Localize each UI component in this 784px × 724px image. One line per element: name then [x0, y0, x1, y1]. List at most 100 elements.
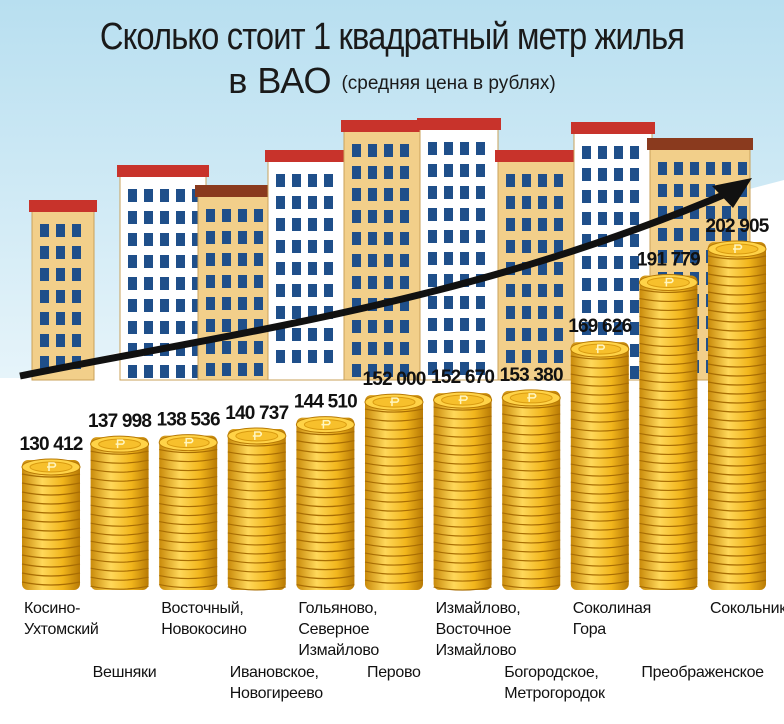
window: [400, 254, 409, 267]
window: [352, 144, 361, 157]
coin-stack: [433, 391, 493, 591]
window: [554, 196, 563, 209]
window: [160, 277, 169, 290]
coin-edge: [21, 572, 81, 577]
ruble-sign: [321, 419, 331, 429]
coin-edge: [227, 478, 286, 483]
window: [324, 262, 333, 275]
window: [460, 318, 469, 331]
window: [554, 328, 563, 341]
window: [384, 232, 393, 245]
window: [308, 350, 317, 363]
coin-edge: [502, 476, 561, 481]
window: [476, 164, 485, 177]
coin-edge: [639, 405, 698, 411]
coin-edge: [21, 581, 81, 586]
coin-edge: [639, 477, 698, 483]
window: [206, 231, 215, 244]
window: [658, 228, 667, 241]
window: [460, 340, 469, 353]
category-label: Сокольники: [710, 600, 784, 617]
coin-edge: [433, 577, 492, 582]
window: [72, 246, 81, 259]
coin-edge: [639, 360, 698, 366]
coin-edge: [90, 549, 149, 554]
window: [630, 300, 639, 313]
coin-edge: [707, 552, 767, 557]
coin-edge: [433, 541, 492, 546]
coin-edge: [639, 297, 698, 303]
coin-edge: [502, 530, 561, 535]
coin-stack: [638, 273, 698, 591]
coin-edge: [570, 544, 629, 549]
coin-edge: [296, 584, 355, 589]
window: [160, 233, 169, 246]
window: [428, 274, 437, 287]
window: [324, 218, 333, 231]
building: [29, 200, 97, 381]
coin-edge: [90, 585, 149, 590]
window: [444, 362, 453, 375]
coin-edge: [227, 541, 286, 546]
window: [428, 362, 437, 375]
window: [538, 196, 547, 209]
coin-edge: [639, 558, 698, 564]
coin-edge: [707, 570, 767, 575]
bar: [90, 437, 149, 590]
coin-edge: [90, 486, 149, 491]
coin-edge: [296, 566, 355, 571]
window: [658, 206, 667, 219]
coin-edge: [21, 518, 81, 523]
coin-edge: [227, 451, 286, 456]
window: [598, 212, 607, 225]
window: [292, 240, 301, 253]
window: [582, 212, 591, 225]
value-label: 144 510: [294, 392, 357, 413]
building-roof: [29, 200, 97, 212]
window: [324, 350, 333, 363]
window: [674, 184, 683, 197]
window: [368, 254, 377, 267]
coin-stack: [90, 435, 150, 590]
window: [428, 296, 437, 309]
coin-edge: [159, 457, 218, 463]
coin-edge: [707, 345, 767, 350]
coin-edge: [159, 466, 218, 472]
coin-edge: [707, 408, 767, 413]
coin-edge: [364, 462, 424, 467]
window: [614, 146, 623, 159]
window: [72, 312, 81, 325]
coin-edge: [570, 355, 629, 360]
window: [614, 278, 623, 291]
window: [384, 276, 393, 289]
value-label: 140 737: [225, 403, 288, 424]
coin-edge: [707, 381, 767, 386]
coin-edge: [227, 514, 286, 519]
window: [40, 334, 49, 347]
window: [476, 208, 485, 221]
ruble-sign: [184, 437, 194, 447]
coin-edge: [159, 556, 218, 562]
window: [292, 196, 301, 209]
window: [144, 255, 153, 268]
window: [292, 262, 301, 275]
window: [538, 328, 547, 341]
coin-edge: [21, 527, 81, 532]
window: [506, 284, 515, 297]
coin-edge: [707, 354, 767, 359]
coin-edge: [159, 529, 218, 535]
coin-edge: [570, 409, 629, 414]
coin-edge: [364, 552, 424, 557]
coin-edge: [707, 579, 767, 584]
window: [206, 253, 215, 266]
window: [738, 228, 747, 241]
window: [192, 343, 201, 356]
coin-edge: [296, 521, 355, 526]
window: [308, 240, 317, 253]
window: [384, 144, 393, 157]
window: [400, 188, 409, 201]
coin-edge: [502, 440, 561, 445]
window: [428, 142, 437, 155]
window: [56, 268, 65, 281]
coin-edge: [502, 422, 561, 427]
